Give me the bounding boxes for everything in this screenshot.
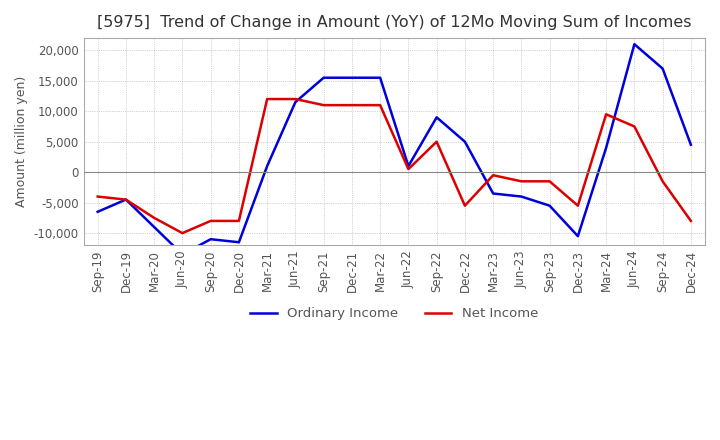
Net Income xyxy=(545,179,554,184)
Ordinary Income xyxy=(320,75,328,81)
Net Income xyxy=(687,218,696,224)
Ordinary Income xyxy=(432,115,441,120)
Net Income xyxy=(658,179,667,184)
Net Income xyxy=(517,179,526,184)
Line: Ordinary Income: Ordinary Income xyxy=(98,44,691,254)
Ordinary Income xyxy=(602,145,611,150)
Ordinary Income xyxy=(94,209,102,214)
Net Income xyxy=(404,166,413,172)
Ordinary Income xyxy=(235,240,243,245)
Ordinary Income xyxy=(150,224,158,230)
Ordinary Income xyxy=(291,99,300,105)
Ordinary Income xyxy=(461,139,469,144)
Legend: Ordinary Income, Net Income: Ordinary Income, Net Income xyxy=(245,302,544,326)
Net Income xyxy=(94,194,102,199)
Net Income xyxy=(602,112,611,117)
Ordinary Income xyxy=(630,41,639,47)
Title: [5975]  Trend of Change in Amount (YoY) of 12Mo Moving Sum of Incomes: [5975] Trend of Change in Amount (YoY) o… xyxy=(97,15,691,30)
Ordinary Income xyxy=(122,197,130,202)
Net Income xyxy=(461,203,469,208)
Net Income xyxy=(432,139,441,144)
Ordinary Income xyxy=(178,252,186,257)
Ordinary Income xyxy=(658,66,667,71)
Ordinary Income xyxy=(263,163,271,169)
Ordinary Income xyxy=(517,194,526,199)
Net Income xyxy=(150,215,158,220)
Ordinary Income xyxy=(574,234,582,239)
Ordinary Income xyxy=(489,191,498,196)
Net Income xyxy=(291,96,300,102)
Ordinary Income xyxy=(348,75,356,81)
Y-axis label: Amount (million yen): Amount (million yen) xyxy=(15,76,28,207)
Ordinary Income xyxy=(404,163,413,169)
Net Income xyxy=(263,96,271,102)
Net Income xyxy=(178,231,186,236)
Ordinary Income xyxy=(687,142,696,147)
Net Income xyxy=(489,172,498,178)
Line: Net Income: Net Income xyxy=(98,99,691,233)
Net Income xyxy=(574,203,582,208)
Net Income xyxy=(320,103,328,108)
Ordinary Income xyxy=(545,203,554,208)
Net Income xyxy=(122,197,130,202)
Net Income xyxy=(207,218,215,224)
Ordinary Income xyxy=(376,75,384,81)
Ordinary Income xyxy=(207,237,215,242)
Net Income xyxy=(630,124,639,129)
Net Income xyxy=(235,218,243,224)
Net Income xyxy=(376,103,384,108)
Net Income xyxy=(348,103,356,108)
